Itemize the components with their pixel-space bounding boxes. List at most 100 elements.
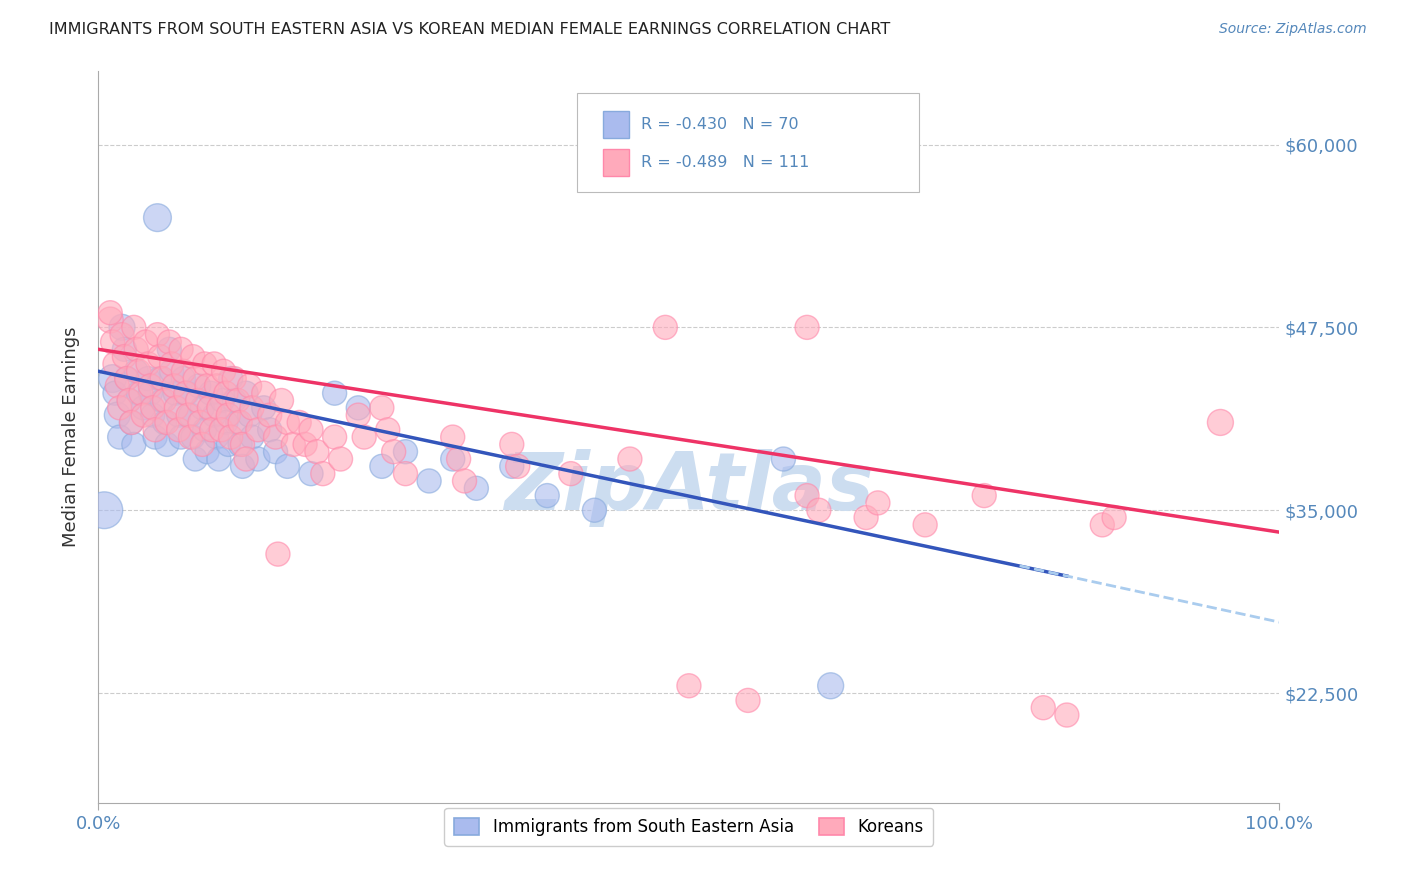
- Point: [139, 386, 162, 401]
- Text: R = -0.430   N = 70: R = -0.430 N = 70: [641, 117, 799, 132]
- Point: [108, 430, 131, 444]
- Point: [226, 416, 249, 430]
- Point: [212, 364, 235, 378]
- Point: [226, 393, 249, 408]
- Point: [170, 343, 193, 357]
- Point: [198, 401, 221, 415]
- Point: [165, 401, 187, 415]
- Legend: Immigrants from South Eastern Asia, Koreans: Immigrants from South Eastern Asia, Kore…: [444, 807, 934, 846]
- Point: [259, 423, 281, 437]
- Point: [122, 320, 145, 334]
- Text: IMMIGRANTS FROM SOUTH EASTERN ASIA VS KOREAN MEDIAN FEMALE EARNINGS CORRELATION : IMMIGRANTS FROM SOUTH EASTERN ASIA VS KO…: [49, 22, 890, 37]
- Point: [172, 371, 194, 385]
- Point: [246, 452, 269, 467]
- Point: [235, 386, 257, 401]
- Point: [157, 334, 180, 349]
- Point: [820, 679, 842, 693]
- Point: [394, 467, 416, 481]
- Point: [807, 503, 830, 517]
- Point: [105, 379, 128, 393]
- Point: [149, 371, 172, 385]
- Point: [156, 416, 179, 430]
- Point: [215, 386, 238, 401]
- Point: [205, 379, 228, 393]
- Point: [465, 481, 488, 495]
- Point: [170, 430, 193, 444]
- Point: [240, 430, 263, 444]
- Point: [143, 423, 166, 437]
- Point: [172, 364, 194, 378]
- Point: [165, 386, 187, 401]
- Point: [536, 489, 558, 503]
- Point: [191, 437, 214, 451]
- Point: [259, 408, 281, 422]
- Point: [294, 437, 316, 451]
- Point: [323, 386, 346, 401]
- Point: [202, 408, 225, 422]
- Point: [195, 379, 218, 393]
- Point: [619, 452, 641, 467]
- Point: [194, 423, 217, 437]
- Point: [299, 467, 322, 481]
- Point: [235, 452, 257, 467]
- Point: [224, 371, 246, 385]
- Point: [181, 430, 204, 444]
- Point: [98, 306, 121, 320]
- Point: [1102, 510, 1125, 524]
- Point: [209, 423, 232, 437]
- Point: [176, 386, 198, 401]
- Point: [583, 503, 606, 517]
- Point: [187, 393, 209, 408]
- Point: [115, 371, 138, 385]
- Point: [270, 393, 292, 408]
- Point: [394, 444, 416, 458]
- Point: [205, 430, 228, 444]
- Point: [501, 437, 523, 451]
- Point: [125, 343, 148, 357]
- Point: [142, 401, 165, 415]
- Point: [231, 459, 253, 474]
- Point: [108, 401, 131, 415]
- Point: [201, 423, 224, 437]
- Point: [157, 343, 180, 357]
- Point: [240, 401, 263, 415]
- Point: [231, 437, 253, 451]
- Point: [132, 408, 155, 422]
- Point: [377, 423, 399, 437]
- Point: [219, 371, 242, 385]
- Point: [105, 408, 128, 422]
- Point: [167, 423, 190, 437]
- Text: ZipAtlas: ZipAtlas: [503, 450, 875, 527]
- Point: [184, 371, 207, 385]
- Y-axis label: Median Female Earnings: Median Female Earnings: [62, 326, 80, 548]
- Point: [202, 357, 225, 371]
- Point: [195, 444, 218, 458]
- Point: [118, 393, 141, 408]
- Point: [208, 452, 231, 467]
- Point: [796, 320, 818, 334]
- Point: [208, 401, 231, 415]
- Point: [215, 416, 238, 430]
- Point: [153, 393, 176, 408]
- Point: [188, 416, 211, 430]
- Point: [135, 334, 157, 349]
- Point: [329, 452, 352, 467]
- Point: [180, 408, 202, 422]
- Point: [163, 379, 186, 393]
- Point: [184, 452, 207, 467]
- Point: [211, 393, 233, 408]
- Point: [501, 459, 523, 474]
- Point: [112, 350, 135, 364]
- Point: [347, 408, 370, 422]
- Point: [253, 401, 276, 415]
- Point: [177, 408, 200, 422]
- Point: [347, 401, 370, 415]
- Point: [441, 430, 464, 444]
- Bar: [603, 111, 628, 138]
- Point: [146, 327, 169, 342]
- Point: [136, 371, 159, 385]
- Point: [229, 416, 252, 430]
- Point: [174, 386, 197, 401]
- Point: [139, 379, 162, 393]
- Point: [654, 320, 676, 334]
